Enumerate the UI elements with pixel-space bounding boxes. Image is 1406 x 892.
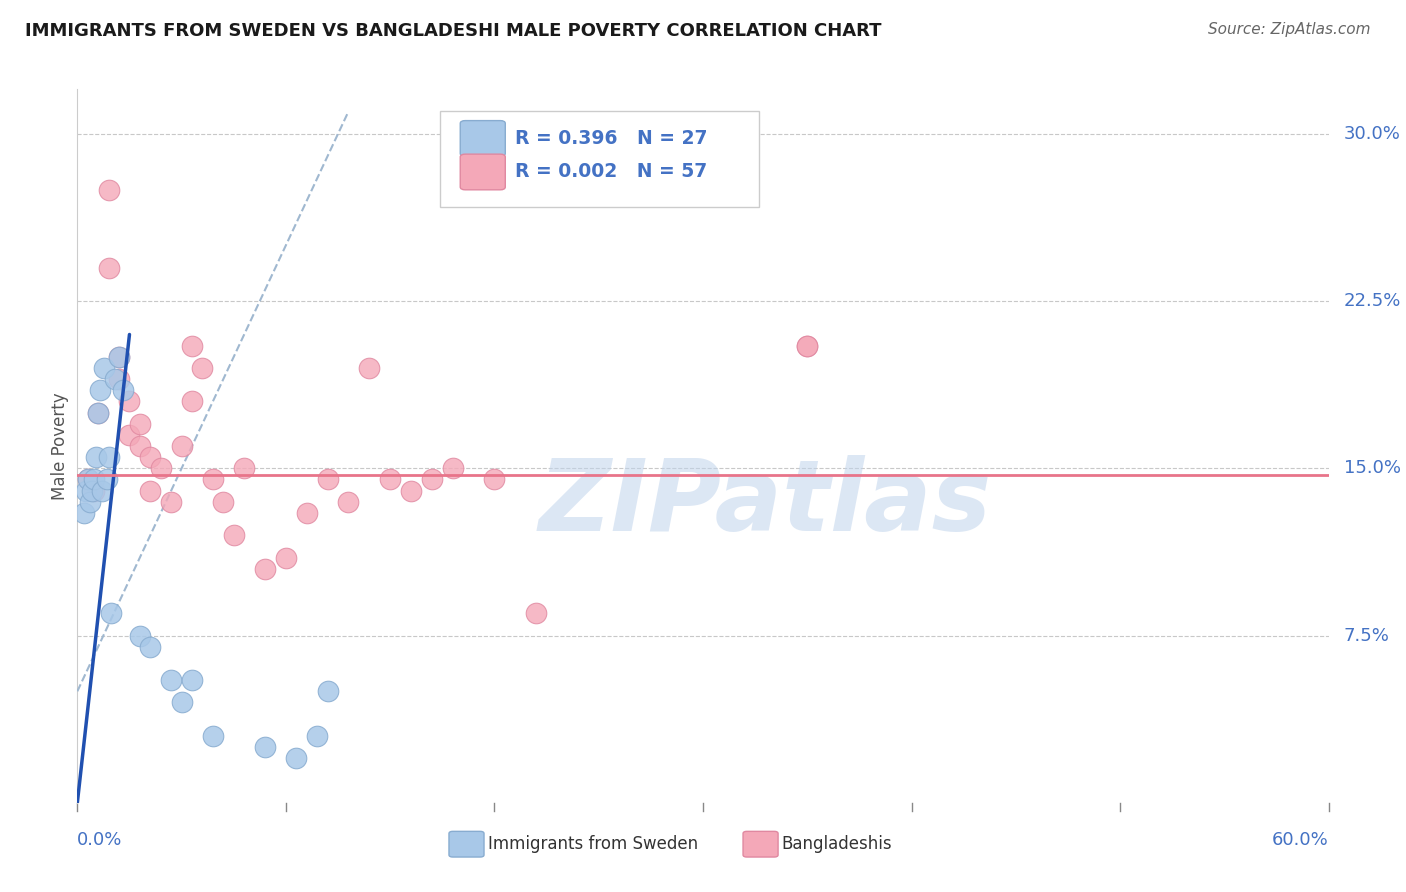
Point bbox=[96, 472, 118, 486]
Text: Bangladeshis: Bangladeshis bbox=[782, 835, 893, 853]
Point bbox=[149, 461, 172, 475]
Point bbox=[253, 740, 276, 755]
Point bbox=[129, 439, 152, 453]
Point bbox=[83, 483, 105, 498]
Point bbox=[274, 550, 297, 565]
Point bbox=[399, 483, 422, 498]
Point bbox=[285, 751, 308, 765]
Point bbox=[441, 461, 464, 475]
Point bbox=[89, 384, 111, 398]
Point bbox=[181, 673, 204, 687]
Point bbox=[93, 360, 115, 375]
Text: 0.0%: 0.0% bbox=[77, 831, 122, 849]
Point bbox=[76, 472, 98, 486]
Point bbox=[201, 472, 224, 486]
Point bbox=[72, 506, 94, 520]
Point bbox=[796, 338, 818, 352]
FancyBboxPatch shape bbox=[440, 111, 759, 207]
Point bbox=[484, 472, 506, 486]
Point bbox=[79, 494, 101, 508]
Point bbox=[97, 182, 120, 196]
Point bbox=[181, 394, 204, 409]
FancyBboxPatch shape bbox=[449, 831, 484, 857]
Point bbox=[170, 439, 193, 453]
Point bbox=[76, 472, 98, 486]
Point bbox=[100, 607, 122, 621]
Point bbox=[233, 461, 256, 475]
Point bbox=[80, 483, 103, 498]
Point bbox=[129, 628, 152, 642]
Point bbox=[108, 350, 131, 364]
Point bbox=[316, 684, 339, 698]
FancyBboxPatch shape bbox=[460, 120, 505, 156]
Point bbox=[337, 494, 360, 508]
Point bbox=[139, 640, 162, 654]
Point bbox=[87, 405, 110, 419]
Point bbox=[253, 562, 276, 576]
Text: 22.5%: 22.5% bbox=[1344, 292, 1400, 310]
Point bbox=[97, 260, 120, 275]
Text: Immigrants from Sweden: Immigrants from Sweden bbox=[488, 835, 697, 853]
Text: ZIPatlas: ZIPatlas bbox=[538, 455, 993, 551]
Point bbox=[191, 360, 214, 375]
Point bbox=[75, 483, 97, 498]
Point bbox=[524, 607, 547, 621]
Point bbox=[212, 494, 235, 508]
FancyBboxPatch shape bbox=[742, 831, 778, 857]
Text: Source: ZipAtlas.com: Source: ZipAtlas.com bbox=[1208, 22, 1371, 37]
Point bbox=[420, 472, 443, 486]
Point bbox=[160, 673, 183, 687]
Text: 30.0%: 30.0% bbox=[1344, 125, 1400, 143]
Point bbox=[112, 384, 135, 398]
Point bbox=[104, 372, 127, 386]
Point bbox=[129, 417, 152, 431]
Text: R = 0.002   N = 57: R = 0.002 N = 57 bbox=[515, 162, 707, 181]
Point bbox=[139, 450, 162, 464]
Point bbox=[139, 483, 162, 498]
Point bbox=[359, 360, 381, 375]
Text: IMMIGRANTS FROM SWEDEN VS BANGLADESHI MALE POVERTY CORRELATION CHART: IMMIGRANTS FROM SWEDEN VS BANGLADESHI MA… bbox=[25, 22, 882, 40]
Text: 60.0%: 60.0% bbox=[1272, 831, 1329, 849]
Point bbox=[181, 338, 204, 352]
Point bbox=[108, 350, 131, 364]
Point bbox=[118, 394, 141, 409]
Point bbox=[307, 729, 329, 743]
Point bbox=[83, 472, 105, 486]
Point bbox=[118, 427, 141, 442]
Text: 7.5%: 7.5% bbox=[1344, 626, 1389, 645]
Point bbox=[87, 405, 110, 419]
Point bbox=[378, 472, 402, 486]
Point bbox=[97, 450, 120, 464]
Text: R = 0.396   N = 27: R = 0.396 N = 27 bbox=[515, 129, 707, 148]
Point bbox=[316, 472, 339, 486]
Y-axis label: Male Poverty: Male Poverty bbox=[51, 392, 69, 500]
Text: 15.0%: 15.0% bbox=[1344, 459, 1400, 477]
Point bbox=[201, 729, 224, 743]
Point bbox=[796, 338, 818, 352]
Point bbox=[91, 483, 114, 498]
Point bbox=[84, 450, 107, 464]
Point bbox=[170, 696, 193, 710]
Point bbox=[295, 506, 318, 520]
Point bbox=[108, 372, 131, 386]
FancyBboxPatch shape bbox=[460, 154, 505, 190]
Point bbox=[222, 528, 245, 542]
Point bbox=[160, 494, 183, 508]
